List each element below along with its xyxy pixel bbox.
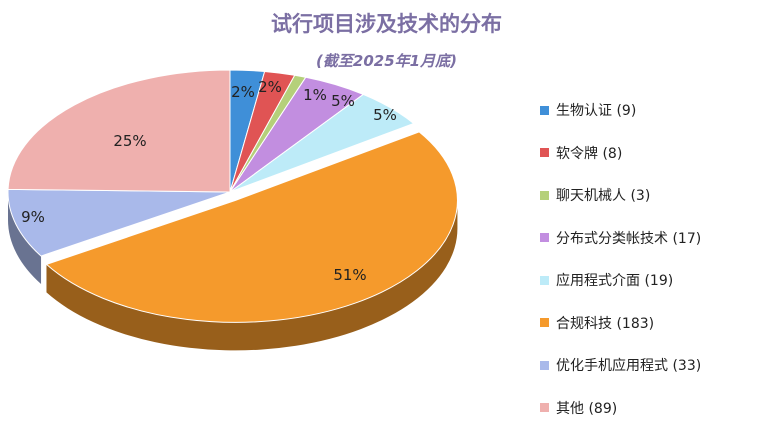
pie-side-6 — [8, 192, 42, 285]
legend-item: 应用程式介面 (19) — [540, 270, 673, 290]
chart-title: 试行项目涉及技术的分布 — [271, 11, 502, 36]
pie-slice-4 — [229, 93, 415, 193]
percent-label-5: 51% — [333, 266, 366, 284]
legend-label: 应用程式介面 (19) — [556, 273, 674, 289]
pie-percent-labels: 2% 2% 1% 5%5%51%9%25% — [21, 78, 397, 284]
pie-slice-7 — [7, 69, 231, 193]
legend-label: 其他 (89) — [556, 400, 618, 417]
legend-label: 合规科技 (183) — [556, 315, 655, 332]
chart-subtitle: (截至2025年1月底) — [316, 52, 457, 70]
legend-label: 聊天机械人 (3) — [556, 188, 651, 204]
legend-item: 其他 (89) — [540, 398, 617, 418]
pie-slice-6 — [7, 188, 231, 257]
percent-label-6: 9% — [21, 208, 45, 226]
legend-swatch — [540, 403, 549, 412]
legend-swatch — [540, 148, 549, 157]
legend-swatch — [540, 275, 549, 285]
percent-label-2: 1% — [303, 86, 327, 104]
legend-label: 优化手机应用程式 (33) — [556, 358, 702, 374]
percent-label-0: 2% — [231, 83, 255, 101]
legend-item: 分布式分类帐技术 (17) — [540, 228, 701, 248]
legend-swatch — [540, 318, 549, 327]
legend-item: 生物认证 (9) — [540, 100, 636, 120]
legend-swatch — [540, 233, 549, 242]
legend-item: 优化手机应用程式 (33) — [540, 355, 701, 375]
percent-label-7: 25% — [113, 132, 146, 150]
pie-slice-5 — [45, 131, 458, 323]
legend-label: 分布式分类帐技术 (17) — [556, 230, 702, 247]
legend-item: 聊天机械人 (3) — [540, 185, 650, 205]
percent-label-1: 2% — [258, 78, 282, 96]
legend-label: 软令牌 (8) — [556, 145, 623, 162]
legend-item: 软令牌 (8) — [540, 143, 622, 163]
legend-label: 生物认证 (9) — [556, 103, 637, 119]
legend-swatch — [540, 105, 549, 115]
legend-item: 合规科技 (183) — [540, 313, 654, 333]
percent-label-4: 5% — [373, 106, 397, 124]
pie-top-faces — [7, 69, 458, 323]
legend-swatch — [540, 360, 549, 370]
legend-swatch — [540, 190, 549, 200]
percent-label-3: 5% — [331, 92, 355, 110]
